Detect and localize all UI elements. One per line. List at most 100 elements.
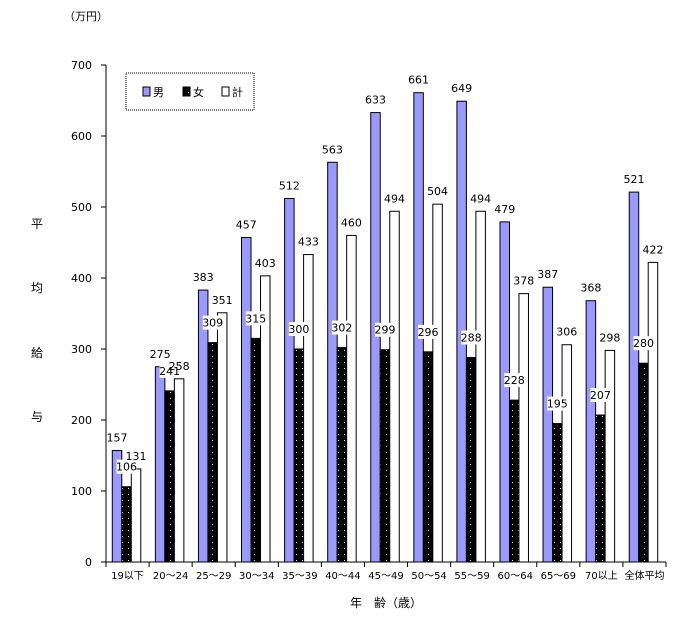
- data-label: 280: [633, 337, 654, 350]
- bar: [389, 210, 400, 563]
- y-axis: 0 100 200 300 400 500 600 700: [71, 59, 107, 569]
- bar: [130, 468, 142, 563]
- bar: [154, 366, 166, 563]
- data-label-bg: [633, 336, 654, 351]
- bar: [542, 286, 554, 563]
- data-label-bg: [288, 322, 309, 336]
- x-axis-label: 年 齢（歳）: [350, 595, 422, 610]
- data-label: 157: [107, 432, 128, 445]
- data-label: 131: [126, 450, 147, 463]
- bar: [585, 300, 597, 563]
- y-axis-label-char: 与: [31, 410, 43, 424]
- data-label: 403: [255, 257, 276, 270]
- x-tick-label: 50～54: [411, 571, 446, 582]
- data-label-bg: [245, 311, 266, 326]
- data-label: 563: [322, 143, 343, 156]
- data-label: 368: [580, 282, 601, 295]
- data-label: 351: [212, 294, 233, 307]
- x-tick-label: 35～39: [282, 571, 317, 582]
- x-tick-label: 25～29: [196, 571, 231, 582]
- bar: [293, 348, 305, 563]
- bar: [638, 362, 649, 563]
- data-label: 378: [513, 275, 534, 288]
- data-label-bg: [461, 330, 482, 345]
- bar: [499, 221, 510, 563]
- bar: [327, 161, 338, 563]
- y-tick-label: 0: [85, 556, 92, 569]
- bar: [241, 237, 252, 563]
- bar: [173, 378, 185, 563]
- legend-swatch: [221, 86, 230, 97]
- data-label: 207: [590, 389, 611, 402]
- bar: [604, 349, 616, 563]
- x-tick-label: 20～24: [153, 571, 188, 582]
- data-label: 433: [298, 236, 319, 249]
- data-label: 288: [461, 332, 482, 345]
- bar: [121, 486, 132, 563]
- data-label: 299: [375, 324, 396, 337]
- bar: [508, 399, 520, 563]
- bar: [552, 423, 563, 563]
- bar: [432, 203, 443, 563]
- y-tick-label: 400: [71, 272, 92, 285]
- bar: [303, 254, 314, 563]
- bar: [346, 234, 357, 563]
- y-tick-label: 100: [71, 485, 92, 498]
- data-label: 649: [451, 82, 472, 95]
- data-label: 494: [470, 192, 491, 205]
- bar: [518, 293, 529, 563]
- bar: [284, 197, 295, 563]
- data-label: 494: [384, 192, 405, 205]
- legend-swatch: [182, 86, 191, 97]
- y-tick-label: 700: [71, 59, 92, 72]
- data-label: 661: [408, 74, 429, 87]
- x-tick-label: 60～64: [498, 571, 533, 582]
- x-tick-label: 30～34: [239, 571, 274, 582]
- unit-label: （万円）: [64, 10, 108, 23]
- y-axis-label-char: 給: [31, 346, 43, 360]
- data-label-bg: [159, 363, 180, 378]
- data-label-bg: [331, 320, 352, 335]
- x-tick-label: 45～49: [368, 571, 403, 582]
- data-label-bg: [116, 459, 137, 474]
- y-axis-label-char: 平: [31, 217, 43, 231]
- data-label: 258: [169, 360, 190, 373]
- data-label: 512: [279, 179, 300, 192]
- data-label-bg: [418, 324, 439, 339]
- data-label-bg: [547, 396, 568, 411]
- y-tick-label: 500: [71, 201, 92, 214]
- x-tick-label: 40～44: [325, 571, 360, 582]
- bar: [207, 342, 218, 563]
- bar: [164, 390, 175, 563]
- bar: [561, 344, 573, 563]
- bar: [595, 414, 606, 563]
- data-label: 298: [599, 331, 620, 344]
- legend: 男女計: [125, 72, 255, 111]
- x-tick-label: 70以上: [585, 570, 618, 582]
- y-tick-label: 600: [71, 130, 92, 143]
- data-label: 195: [547, 398, 568, 411]
- data-label: 633: [365, 94, 386, 107]
- bar: [216, 312, 228, 563]
- data-label: 315: [245, 312, 266, 325]
- data-label: 300: [288, 323, 309, 336]
- data-label: 457: [236, 219, 257, 232]
- y-tick-label: 300: [71, 343, 92, 356]
- legend-label: 男: [153, 86, 164, 99]
- bar: [370, 112, 381, 563]
- bar: [250, 337, 262, 563]
- bar: [647, 261, 659, 563]
- data-label-bg: [504, 373, 525, 388]
- x-tick-label: 全体平均: [624, 569, 664, 582]
- data-label: 241: [159, 365, 180, 378]
- bar: [465, 357, 477, 563]
- y-axis-label-char: 均: [31, 281, 43, 295]
- y-tick-label: 200: [71, 414, 92, 427]
- data-label-bg: [202, 315, 223, 330]
- x-tick-label: 19以下: [111, 571, 144, 582]
- data-label: 275: [150, 348, 171, 361]
- data-label: 309: [202, 317, 223, 330]
- bar: [475, 210, 486, 563]
- data-label: 460: [341, 216, 362, 229]
